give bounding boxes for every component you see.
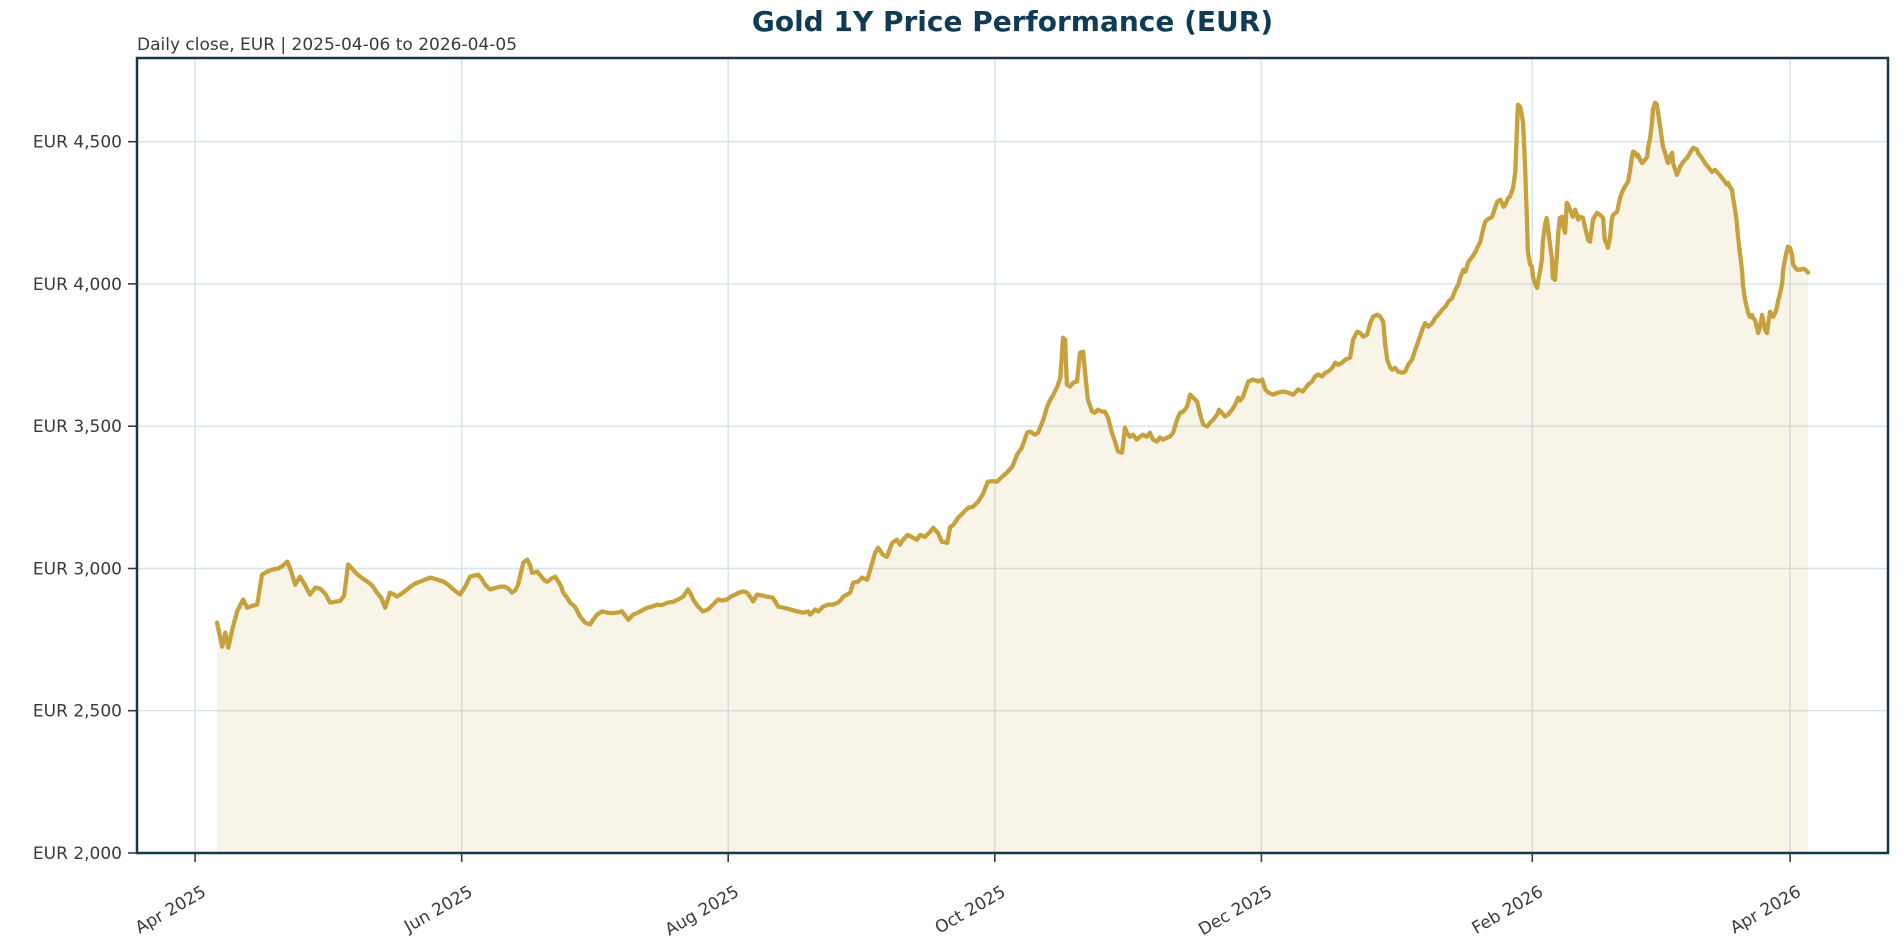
y-tick-label: EUR 3,000 bbox=[33, 560, 122, 580]
price-area-fill bbox=[217, 102, 1808, 853]
x-tick-label: Feb 2026 bbox=[1469, 882, 1547, 939]
x-tick-label: Apr 2025 bbox=[132, 882, 210, 938]
y-tick-label: EUR 3,500 bbox=[33, 417, 122, 437]
chart-title: Gold 1Y Price Performance (EUR) bbox=[751, 5, 1274, 38]
chart-subtitle: Daily close, EUR | 2025-04-06 to 2026-04… bbox=[137, 35, 518, 55]
x-tick-label: Oct 2025 bbox=[932, 882, 1010, 938]
x-tick-label: Apr 2026 bbox=[1727, 882, 1805, 938]
y-tick-label: EUR 4,500 bbox=[33, 133, 122, 153]
price-line bbox=[214, 100, 1811, 650]
x-tick-label: Jun 2025 bbox=[400, 882, 476, 937]
x-tick-label: Aug 2025 bbox=[662, 882, 743, 940]
y-tick-label: EUR 2,000 bbox=[33, 844, 122, 864]
plot-border bbox=[135, 56, 1890, 855]
x-tick-label: Dec 2025 bbox=[1195, 882, 1276, 940]
y-tick-label: EUR 2,500 bbox=[33, 702, 122, 722]
y-tick-label: EUR 4,000 bbox=[33, 275, 122, 295]
